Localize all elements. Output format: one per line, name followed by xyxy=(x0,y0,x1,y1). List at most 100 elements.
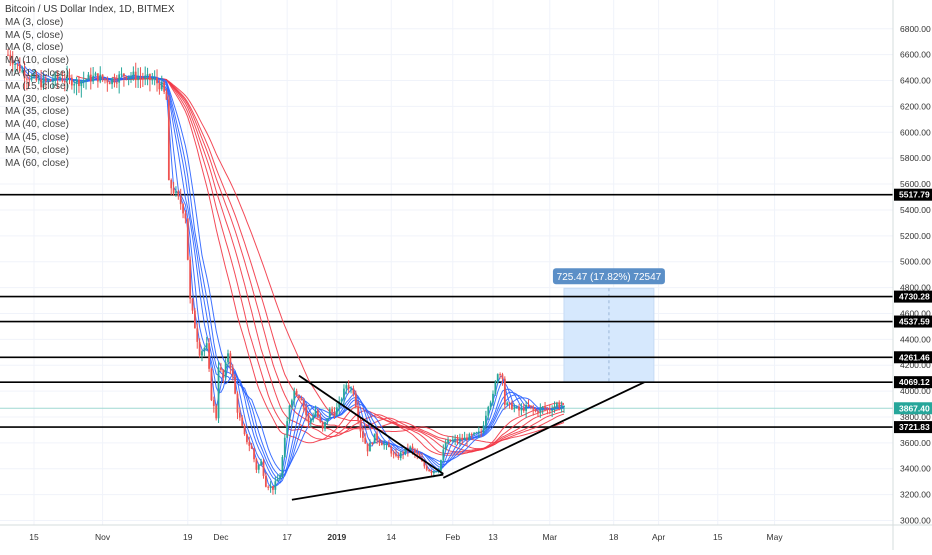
candle-body xyxy=(402,452,404,454)
time-tick-label: Apr xyxy=(652,532,665,542)
candle-body xyxy=(352,388,355,394)
legend-ma[interactable]: MA (60, close) xyxy=(5,157,69,169)
candle-body xyxy=(253,448,255,460)
candle-body xyxy=(151,79,154,81)
candle-body xyxy=(529,405,532,407)
candle-body xyxy=(392,453,395,455)
candle-body xyxy=(293,390,296,401)
price-axis-bg xyxy=(893,0,932,550)
candle-body xyxy=(68,74,71,78)
candle-body xyxy=(94,73,97,76)
chart-legend: Bitcoin / US Dollar Index, 1D, BITMEX MA… xyxy=(5,4,175,170)
candle-body xyxy=(458,438,461,442)
price-tick-label: 6600.00 xyxy=(900,50,931,60)
candle-body xyxy=(324,421,326,429)
candle-body xyxy=(189,259,192,299)
price-tick-label: 4200.00 xyxy=(900,360,931,370)
candle-body xyxy=(160,82,163,90)
legend-ma[interactable]: MA (50, close) xyxy=(5,144,69,156)
candle-body xyxy=(115,82,118,84)
price-label-bg xyxy=(894,402,932,415)
candle-body xyxy=(451,439,454,442)
candle-body xyxy=(466,437,468,440)
candle-body xyxy=(234,376,237,394)
candle-body xyxy=(432,471,435,474)
candle-body xyxy=(236,393,239,413)
time-tick-label: Mar xyxy=(542,532,557,542)
candle-body xyxy=(108,82,111,85)
candle-body xyxy=(376,433,378,441)
candle-body xyxy=(309,419,312,423)
candle-body xyxy=(11,60,14,65)
candle-body xyxy=(314,410,317,417)
candle-body xyxy=(9,54,12,61)
candle-body xyxy=(37,79,40,81)
price-label: 4537.59 xyxy=(899,317,930,327)
measure-badge: 725.47 (17.82%) 72547 xyxy=(552,268,665,285)
candle-body xyxy=(21,70,24,72)
time-tick-label: Nov xyxy=(95,532,111,542)
candle-body xyxy=(255,459,258,470)
legend-ma[interactable]: MA (45, close) xyxy=(5,131,69,143)
candle-body xyxy=(508,402,511,404)
candle-body xyxy=(468,434,471,440)
candle-body xyxy=(416,452,419,455)
legend-ma[interactable]: MA (15, close) xyxy=(5,80,69,92)
candle-body xyxy=(52,80,54,82)
candle-body xyxy=(335,407,338,416)
candle-body xyxy=(179,196,182,205)
candle-body xyxy=(250,445,253,449)
candle-body xyxy=(560,407,563,409)
legend-ma[interactable]: MA (35, close) xyxy=(5,106,69,118)
candle-body xyxy=(205,343,208,349)
candle-body xyxy=(243,425,246,435)
candle-body xyxy=(85,79,87,81)
legend-ma[interactable]: MA (40, close) xyxy=(5,119,69,131)
candle-body xyxy=(16,63,19,65)
legend-ma[interactable]: MA (10, close) xyxy=(5,55,69,67)
candle-body xyxy=(444,442,447,450)
candle-body xyxy=(553,406,556,410)
candle-body xyxy=(18,64,21,72)
candle-body xyxy=(59,78,61,80)
legend-ma[interactable]: MA (3, close) xyxy=(5,16,64,28)
candle-body xyxy=(302,399,305,407)
price-tick-label: 6400.00 xyxy=(900,76,931,86)
time-tick-label: Feb xyxy=(445,532,460,542)
candle-body xyxy=(134,71,137,81)
candle-body xyxy=(283,437,286,458)
candle-body xyxy=(326,418,329,422)
candle-body xyxy=(217,367,220,419)
candle-body xyxy=(501,374,504,379)
price-tick-label: 5800.00 xyxy=(900,153,931,163)
candle-body xyxy=(149,74,151,81)
legend-ma[interactable]: MA (30, close) xyxy=(5,93,69,105)
candle-body xyxy=(305,406,307,416)
candle-body xyxy=(404,448,407,454)
candle-body xyxy=(492,393,494,403)
candle-body xyxy=(272,485,274,490)
candle-body xyxy=(482,425,485,433)
chart-title[interactable]: Bitcoin / US Dollar Index, 1D, BITMEX xyxy=(5,4,175,15)
candle-body xyxy=(298,395,300,398)
time-tick-label: 19 xyxy=(183,532,193,542)
time-tick-label: 18 xyxy=(609,532,619,542)
legend-ma[interactable]: MA (12, close) xyxy=(5,67,69,79)
candles xyxy=(7,48,565,495)
candle-body xyxy=(494,382,497,394)
candle-body xyxy=(331,409,334,412)
candle-body xyxy=(515,406,518,408)
candle-body xyxy=(167,99,170,181)
candle-body xyxy=(288,405,291,422)
candle-body xyxy=(163,82,166,92)
candle-body xyxy=(80,81,83,87)
candle-body xyxy=(343,388,345,400)
candle-body xyxy=(300,397,303,400)
candle-body xyxy=(246,434,248,443)
legend-ma[interactable]: MA (5, close) xyxy=(5,29,64,41)
price-tick-label: 3800.00 xyxy=(900,412,931,422)
candle-body xyxy=(371,442,374,444)
legend-ma[interactable]: MA (8, close) xyxy=(5,42,64,54)
